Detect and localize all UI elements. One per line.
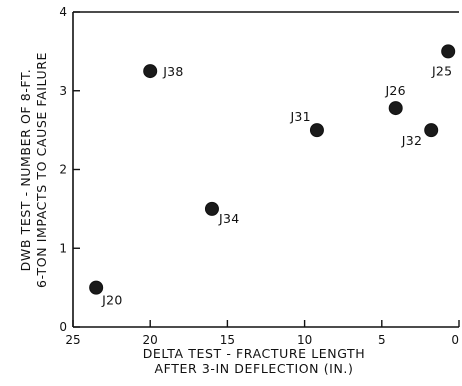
data-label-j25: J25: [431, 63, 453, 78]
data-point-j38: [144, 65, 157, 78]
y-axis-ticks: 0 1 2 3 4: [59, 5, 80, 334]
x-axis-label-line-2: AFTER 3-IN DEFLECTION (IN.): [155, 361, 354, 376]
data-point-j20: [90, 281, 103, 294]
x-tick-label: 5: [378, 333, 386, 347]
x-tick-label: 0: [451, 333, 459, 347]
y-tick-label: 0: [59, 320, 67, 334]
data-point-j31: [310, 124, 323, 137]
x-tick-label: 10: [297, 333, 312, 347]
x-axis-ticks: 25 20 15 10 5 0: [65, 320, 459, 347]
y-tick-label: 4: [59, 5, 67, 19]
x-tick-label: 15: [220, 333, 235, 347]
y-axis-label-line-1: DWB TEST - NUMBER OF 8-FT.: [18, 69, 33, 272]
data-label-j34: J34: [218, 211, 240, 226]
data-label-j31: J31: [289, 109, 311, 124]
y-tick-label: 3: [59, 84, 67, 98]
x-tick-label: 25: [65, 333, 80, 347]
data-label-j20: J20: [101, 293, 123, 308]
data-point-j32: [425, 124, 438, 137]
data-point-j34: [205, 202, 218, 215]
point-labels: J20 J38 J34 J31 J26 J32 J25: [101, 63, 452, 307]
data-label-j32: J32: [401, 133, 423, 148]
data-label-j26: J26: [384, 83, 406, 98]
plot-frame: [73, 12, 459, 327]
data-point-j26: [389, 102, 402, 115]
y-tick-label: 2: [59, 163, 67, 177]
y-axis-label: DWB TEST - NUMBER OF 8-FT. 6-TON IMPACTS…: [18, 52, 49, 288]
y-axis-label-line-2: 6-TON IMPACTS TO CAUSE FAILURE: [34, 52, 49, 288]
x-tick-label: 20: [143, 333, 158, 347]
x-axis-label-line-1: DELTA TEST - FRACTURE LENGTH: [143, 346, 366, 361]
y-tick-label: 1: [59, 241, 67, 255]
data-point-j25: [442, 45, 455, 58]
data-label-j38: J38: [162, 64, 184, 79]
